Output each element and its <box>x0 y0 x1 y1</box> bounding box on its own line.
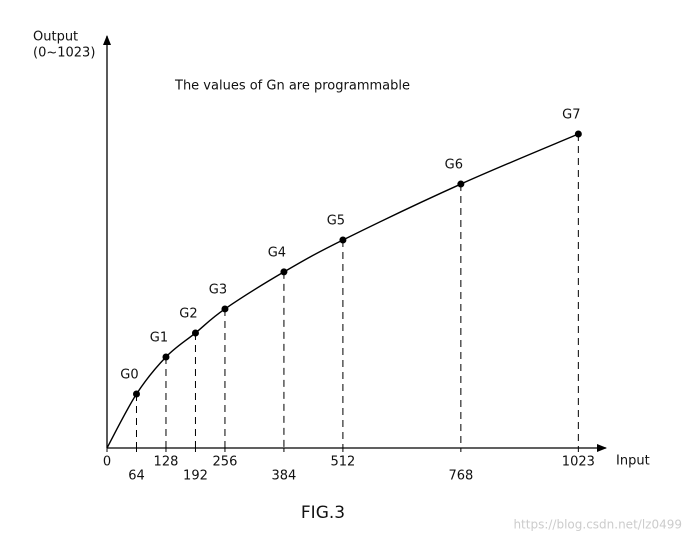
annotation: The values of Gn are programmable <box>174 79 410 94</box>
caption: FIG.3 <box>301 503 345 523</box>
y-axis-range: (0~1023) <box>33 46 95 61</box>
point-label: G0 <box>120 368 138 383</box>
x-tick-label: 1023 <box>562 455 595 470</box>
x-tick-label: 192 <box>183 469 208 484</box>
x-tick-label: 768 <box>448 469 473 484</box>
point <box>574 130 582 138</box>
point-label: G4 <box>268 245 286 260</box>
x-tick-label: 128 <box>154 455 179 470</box>
x-tick-label: 64 <box>128 469 145 484</box>
x-tick-label: 0 <box>103 455 111 470</box>
x-tick-label: 256 <box>213 455 238 470</box>
y-axis-label: Output <box>33 30 78 45</box>
point <box>221 305 229 313</box>
point-label: G2 <box>179 306 197 321</box>
watermark: https://blog.csdn.net/lz0499 <box>513 518 682 532</box>
point <box>280 268 288 276</box>
x-tick-label: 384 <box>272 469 297 484</box>
point <box>457 180 465 188</box>
point-label: G3 <box>209 282 227 297</box>
point-label: G6 <box>445 158 463 173</box>
point <box>191 329 199 337</box>
x-tick-label: 512 <box>330 455 355 470</box>
point <box>162 353 170 361</box>
point <box>132 390 140 398</box>
point-label: G7 <box>562 108 580 123</box>
point-label: G5 <box>327 214 345 229</box>
point <box>339 236 347 244</box>
point-label: G1 <box>150 331 168 346</box>
x-axis-label: Input <box>616 454 650 469</box>
